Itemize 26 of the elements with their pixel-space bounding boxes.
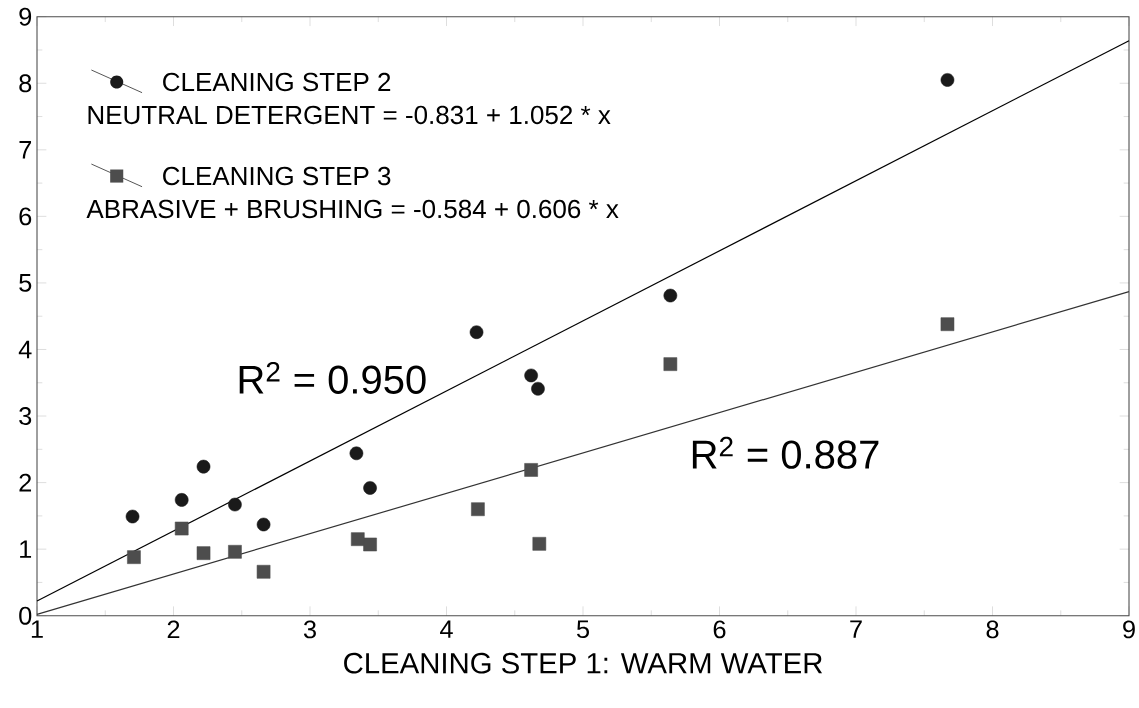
y-tick-label: 5 [19, 274, 32, 292]
x-tick-label: 1 [31, 620, 43, 638]
x-tick-label: 6 [713, 620, 726, 639]
y-tick-label: 8 [19, 74, 32, 93]
legend-label: CLEANING STEP 3 [163, 166, 391, 186]
y-tick-label: 9 [19, 7, 32, 26]
x-axis-title: CLEANING STEP 1: WARM WATER [344, 652, 823, 674]
y-tick-label: 7 [19, 141, 32, 159]
annotation: NEUTRAL DETERGENT = -0.831 + 1.052 * x [88, 105, 611, 125]
annotation: R$^{2}$ = 0.950 [239, 361, 426, 394]
y-tick-label: 3 [19, 407, 32, 426]
x-tick-label: 3 [303, 620, 316, 639]
annotation: ABRASIVE + BRUSHING = -0.584 + 0.606 * x [86, 199, 619, 219]
x-tick-label: 9 [1123, 620, 1135, 639]
y-tick-label: 2 [19, 473, 32, 492]
x-tick-label: 4 [440, 620, 453, 638]
annotation: R$^{2}$ = 0.887 [692, 436, 879, 469]
x-tick-label: 7 [850, 620, 862, 638]
y-tick-label: 1 [20, 540, 32, 558]
y-tick-label: 6 [19, 207, 32, 226]
y-tick-label: 4 [18, 340, 32, 359]
x-tick-label: 8 [986, 620, 999, 639]
y-tick-label: 0 [19, 606, 32, 625]
legend-label: CLEANING STEP 2 [163, 72, 391, 92]
x-tick-label: 2 [167, 620, 180, 639]
x-tick-label: 5 [576, 620, 589, 639]
